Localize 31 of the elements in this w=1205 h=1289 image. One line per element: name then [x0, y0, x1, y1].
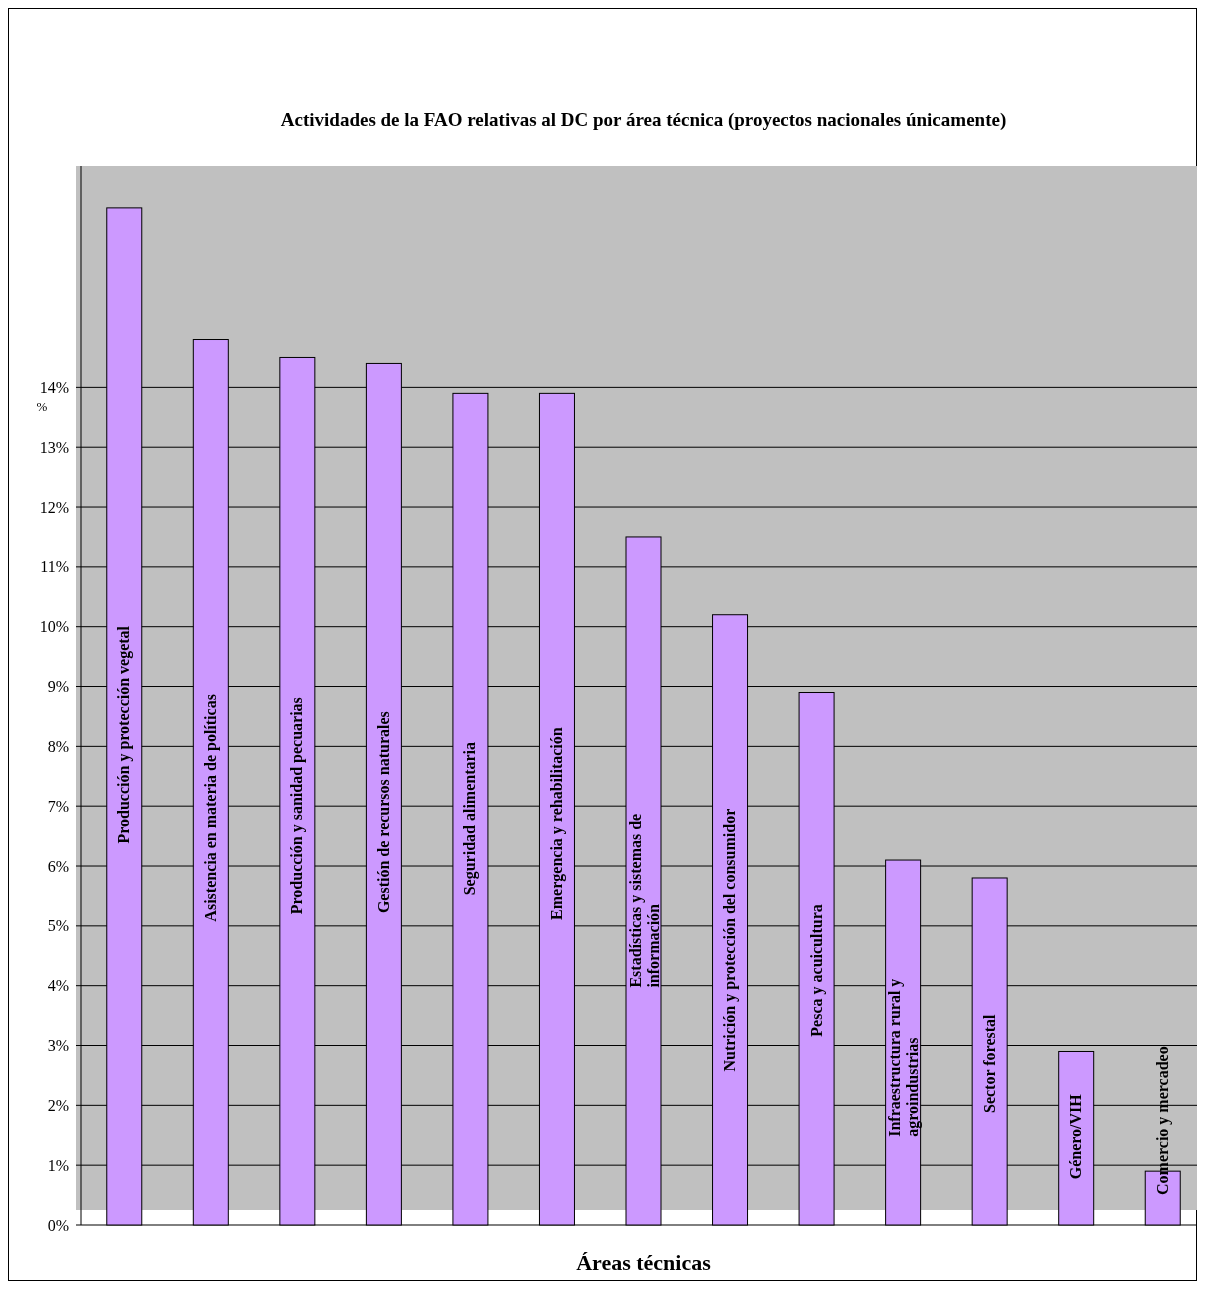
- x-tick-label: Producción y protección vegetal: [115, 625, 134, 844]
- x-tick-label: Estadísticas y sistemas de información: [626, 813, 662, 988]
- x-tick-label: Pesca y acuicultura: [807, 904, 826, 1037]
- y-tick-label: 3%: [47, 1037, 69, 1055]
- y-tick-label: 9%: [47, 678, 69, 696]
- chart-title: Actividades de la FAO relativas al DC por área técnica (proyectos nacionales únicamente): [280, 109, 1007, 131]
- x-tick-label: Seguridad alimentaria: [461, 741, 480, 896]
- x-tick-label: Sector forestal: [980, 1013, 998, 1113]
- y-tick-label: 14%: [39, 378, 69, 396]
- y-tick-label: 11%: [40, 558, 69, 576]
- y-tick-label: 13%: [39, 438, 69, 456]
- y-tick-label: 10%: [39, 618, 69, 636]
- y-tick-label: 7%: [47, 797, 69, 815]
- y-tick-label: 1%: [47, 1156, 69, 1174]
- x-tick-label: Producción y sanidad pecuarias: [288, 697, 307, 915]
- y-axis-title: %: [36, 399, 48, 415]
- y-tick-label: 2%: [47, 1096, 69, 1114]
- y-tick-label: 5%: [47, 917, 69, 935]
- x-tick-label: Emergencia y rehabilitación: [547, 727, 566, 920]
- x-tick-label: Asistencia en materia de políticas: [201, 694, 220, 922]
- y-tick-label: 4%: [47, 977, 69, 995]
- y-tick-label: 12%: [39, 498, 69, 516]
- x-tick-label: Nutrición y protección del consumidor: [721, 808, 740, 1072]
- x-axis-title: Áreas técnicas: [576, 1250, 712, 1275]
- x-tick-label: Infraestructura rural y agroindustrias: [886, 978, 923, 1137]
- y-tick-label: 8%: [47, 737, 69, 755]
- x-tick-label: Comercio y mercadeo: [1153, 1046, 1172, 1195]
- x-tick-label: Género/VIH: [1067, 1093, 1085, 1180]
- y-tick-label: 0%: [47, 1216, 69, 1234]
- y-tick-label: 6%: [47, 857, 69, 875]
- x-tick-label: Gestión de recursos naturales: [374, 711, 392, 914]
